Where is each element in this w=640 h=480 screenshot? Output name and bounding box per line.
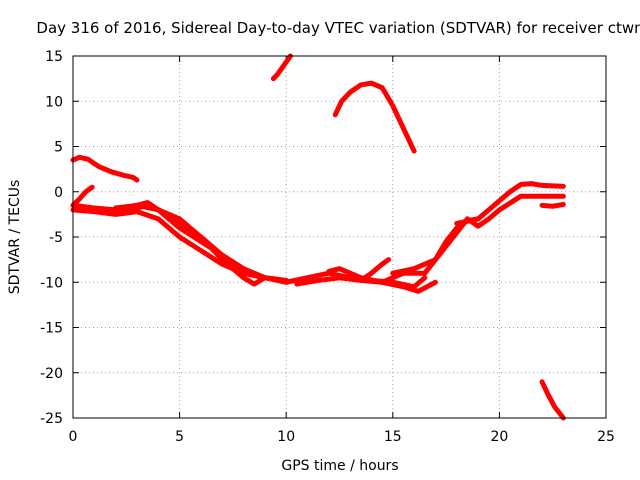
plot-frame (72, 55, 607, 419)
x-tick-label: 20 (490, 429, 508, 445)
series-line-arc-6 (113, 202, 289, 285)
grid-lines (73, 56, 606, 418)
x-axis-label: GPS time / hours (281, 458, 398, 474)
y-tick-label: -25 (40, 411, 63, 427)
y-tick-label: -15 (40, 321, 63, 337)
series-line-arc-15 (454, 181, 566, 226)
series-line-arc-16 (539, 201, 566, 209)
y-axis-label: SDTVAR / TECUs (7, 180, 23, 295)
series-line-arc-12 (358, 257, 392, 283)
data-series-group (70, 53, 566, 421)
y-tick-label: -10 (40, 275, 63, 291)
series-line-arc-17 (539, 379, 566, 421)
x-tick-label: 0 (69, 429, 78, 445)
series-line-arc-2 (70, 184, 95, 208)
y-tick-label: -20 (40, 366, 63, 382)
series-line-arc-13 (390, 216, 481, 276)
series-line-arc-11 (326, 266, 438, 294)
x-tick-label: 10 (277, 429, 295, 445)
y-tick-label: 15 (45, 49, 63, 65)
y-tick-label: 0 (54, 185, 63, 201)
x-tick-label: 25 (597, 429, 615, 445)
tick-labels: 0 5 10 15 20 25 15 10 5 0 -5 -10 -15 -20 -25 (40, 49, 615, 445)
x-tick-label: 15 (384, 429, 402, 445)
x-tick-label: 5 (175, 429, 184, 445)
y-tick-label: -5 (49, 230, 63, 246)
chart-title: Day 316 of 2016, Sidereal Day-to-day VTE… (36, 19, 640, 37)
series-line-arc-1 (70, 154, 140, 183)
series-line-arc-4 (70, 207, 268, 281)
series-line-arc-14 (422, 193, 566, 276)
y-tick-label: 10 (45, 94, 63, 110)
series-line-arc-8 (332, 80, 417, 154)
series-line-arc-7 (270, 53, 293, 82)
y-tick-label: 5 (54, 140, 63, 156)
